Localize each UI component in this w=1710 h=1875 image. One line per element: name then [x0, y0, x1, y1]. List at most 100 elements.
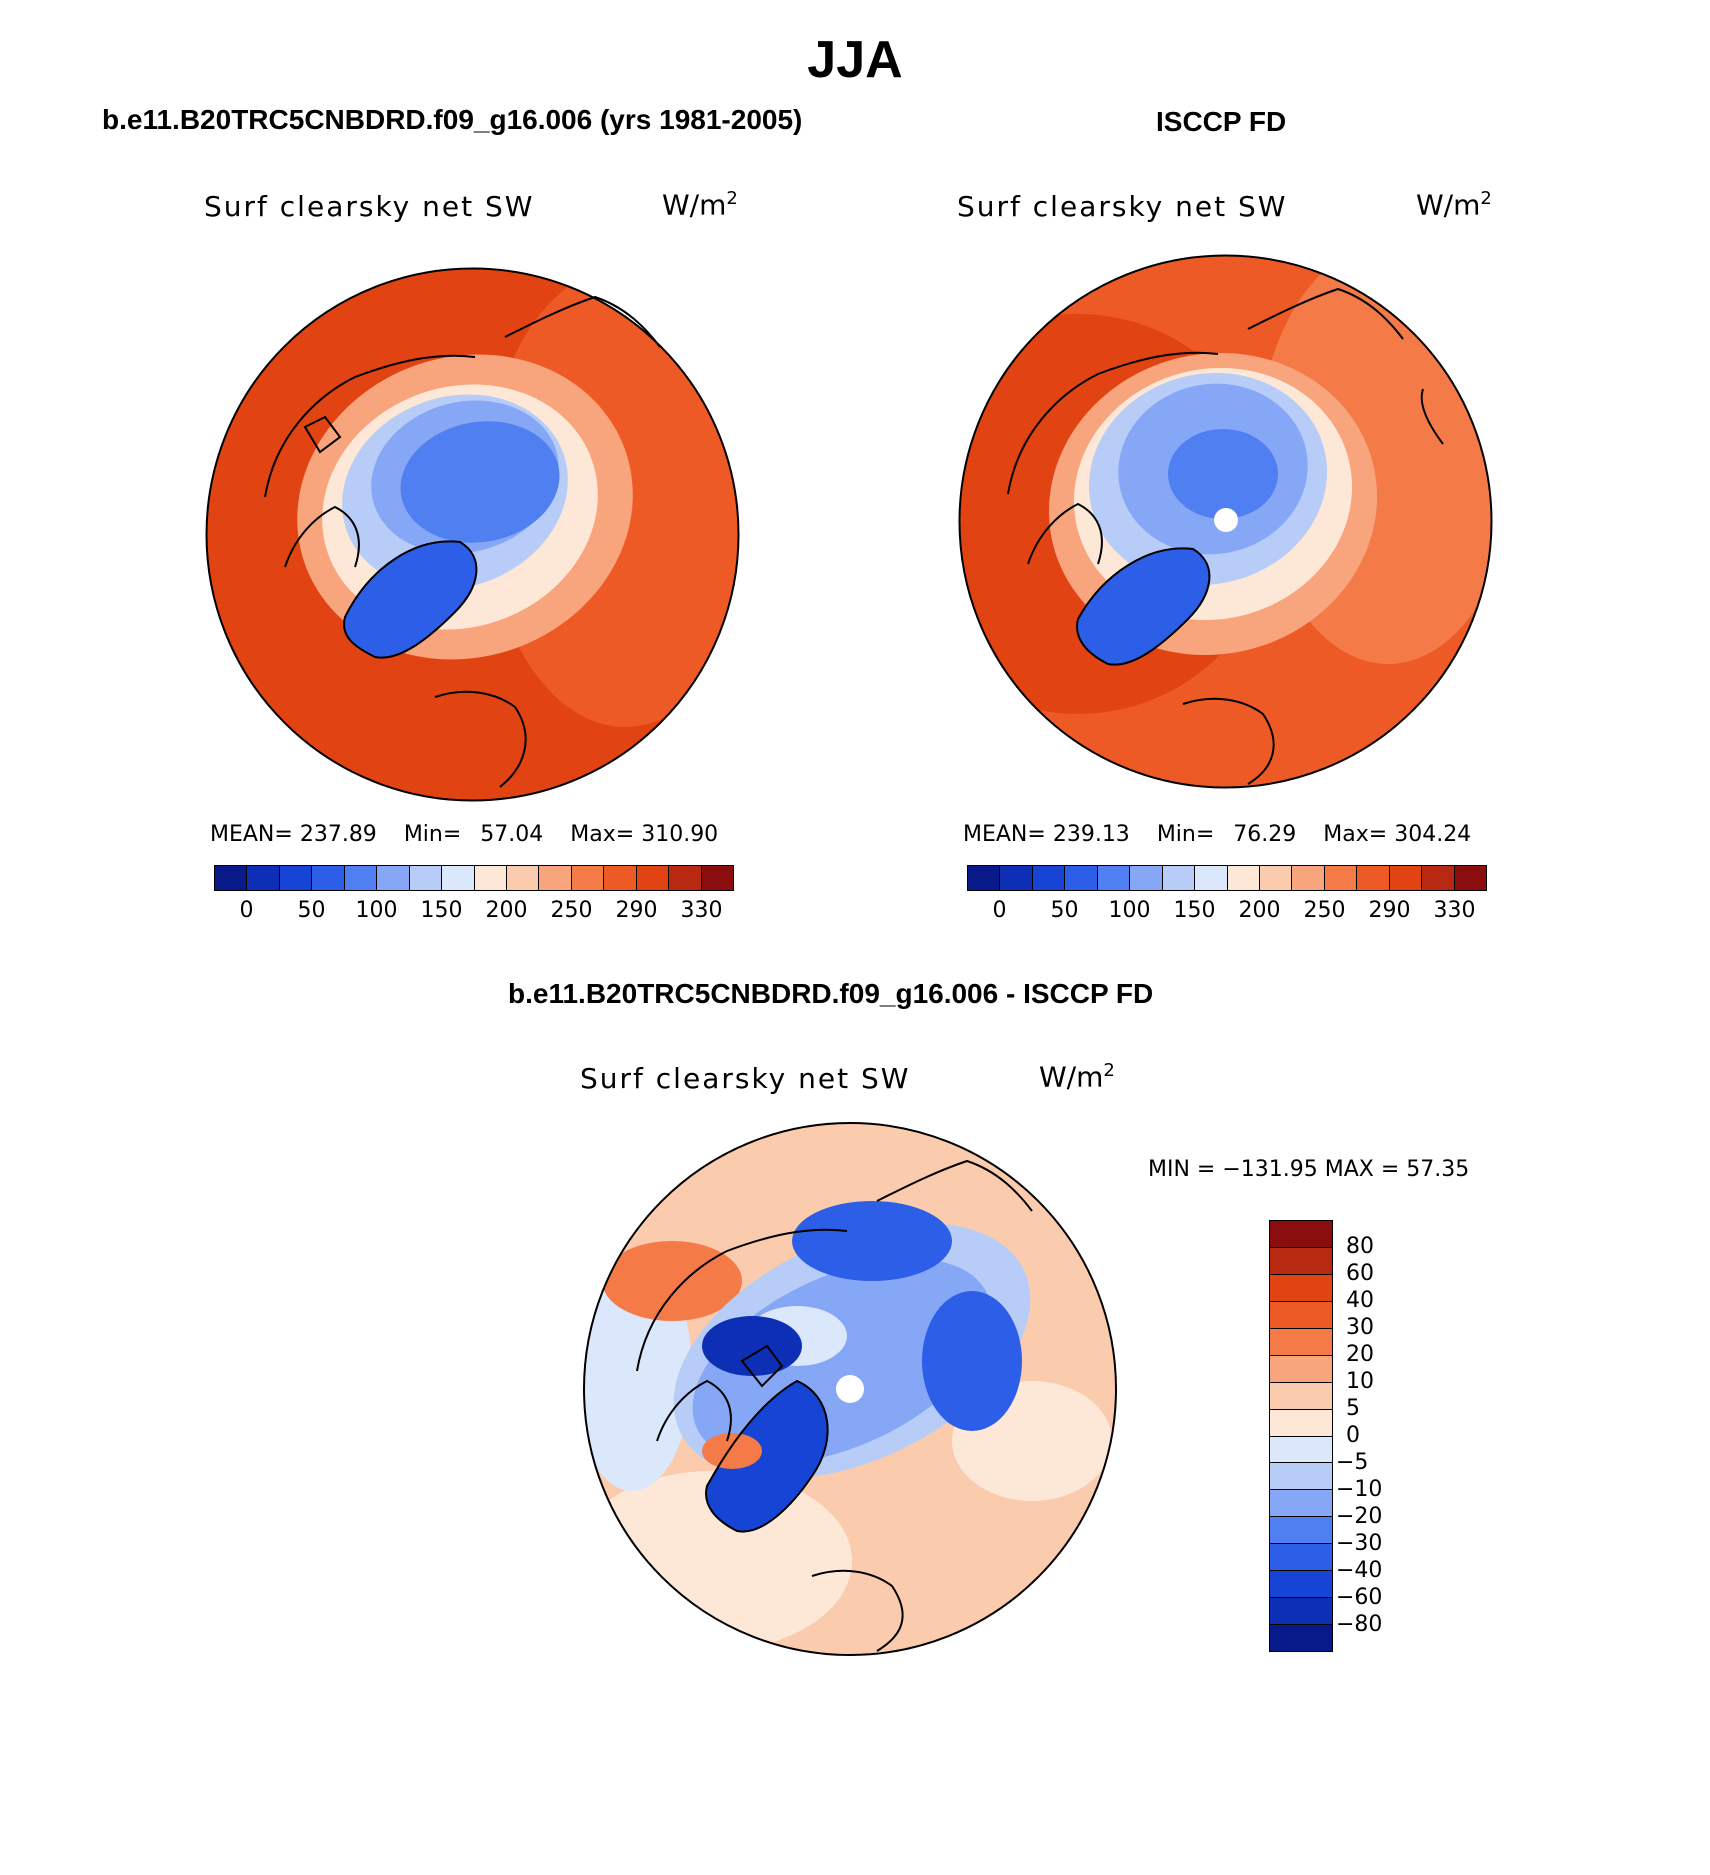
- model-colorbar-box: [409, 866, 443, 890]
- obs-colorbar-labels: 0 50 100 150 200 250 290 330: [967, 898, 1485, 926]
- model-panel-title: b.e11.B20TRC5CNBDRD.f09_g16.006 (yrs 198…: [102, 104, 803, 135]
- obs-min-label: Min=: [1156, 822, 1215, 847]
- model-colorbar-tick-label: 290: [615, 898, 658, 923]
- diff-variable-label: Surf clearsky net SW: [580, 1062, 911, 1095]
- model-colorbar-tick-label: 0: [239, 898, 254, 923]
- model-colorbar-box: [344, 866, 378, 890]
- obs-colorbar-box: [968, 866, 1001, 890]
- model-map-border: [205, 267, 740, 802]
- obs-colorbar-box: [1259, 866, 1293, 890]
- obs-max-value: 304.24: [1394, 822, 1472, 847]
- diff-field-greenland: [706, 1381, 828, 1532]
- model-colorbar-box: [539, 866, 572, 890]
- diff-colorbar-box: [1270, 1544, 1332, 1572]
- obs-polar-map: [958, 254, 1493, 789]
- obs-colorbar-box: [1162, 866, 1196, 890]
- diff-colorbar-tick-label: 30: [1346, 1315, 1374, 1340]
- diff-colorbar-box: [1270, 1274, 1332, 1302]
- obs-field-greenland: [1077, 548, 1210, 665]
- diff-colorbar-box: [1270, 1463, 1332, 1491]
- obs-colorbar-box: [1130, 866, 1163, 890]
- model-field-greenland: [344, 541, 477, 658]
- obs-missing-pole: [1214, 508, 1238, 532]
- model-min-label: Min=: [403, 822, 462, 847]
- diff-colorbar-tick-label: −80: [1336, 1612, 1383, 1637]
- model-colorbar-box: [669, 866, 702, 890]
- model-colorbar-box: [604, 866, 637, 890]
- model-colorbar-box: [312, 866, 345, 890]
- obs-colorbar: [967, 865, 1487, 891]
- obs-stats: MEAN= 239.13 Min= 76.29 Max= 304.24: [963, 822, 1471, 847]
- diff-colorbar-box: [1270, 1247, 1332, 1275]
- model-colorbar-box: [279, 866, 313, 890]
- diff-colorbar-box: [1270, 1436, 1332, 1464]
- model-colorbar-tick-label: 50: [297, 898, 326, 923]
- obs-mean-value: 239.13: [1052, 822, 1130, 847]
- obs-colorbar-box: [1032, 866, 1066, 890]
- obs-colorbar-tick-label: 200: [1238, 898, 1281, 923]
- diff-missing-pole: [836, 1375, 864, 1403]
- diff-colorbar-tick-label: 40: [1346, 1288, 1374, 1313]
- model-min-value: 57.04: [480, 822, 544, 847]
- model-colorbar-box: [701, 866, 733, 890]
- diff-unit-label: W/m2: [1039, 1060, 1115, 1094]
- diff-colorbar-box: [1270, 1598, 1332, 1626]
- obs-colorbar-box: [1324, 866, 1358, 890]
- model-field-arctic-ocean: [400, 421, 560, 543]
- obs-colorbar-box: [1065, 866, 1098, 890]
- obs-unit-label: W/m2: [1416, 188, 1492, 222]
- diff-coastlines: [636, 1159, 1033, 1652]
- obs-colorbar-box: [1357, 866, 1390, 890]
- diff-colorbar-tick-label: 60: [1346, 1261, 1374, 1286]
- obs-colorbar-box: [1000, 866, 1033, 890]
- model-stats: MEAN= 237.89 Min= 57.04 Max= 310.90: [210, 822, 718, 847]
- model-coastlines: [264, 295, 661, 788]
- obs-colorbar-box: [1389, 866, 1423, 890]
- diff-colorbar-tick-label: −5: [1336, 1450, 1369, 1475]
- obs-colorbar-box: [1292, 866, 1325, 890]
- diff-colorbar-box: [1270, 1328, 1332, 1356]
- diff-colorbar-tick-label: −40: [1336, 1558, 1383, 1583]
- model-colorbar: [214, 865, 734, 891]
- obs-colorbar-box: [1195, 866, 1228, 890]
- diff-colorbar-tick-label: 10: [1346, 1369, 1374, 1394]
- model-mean-value: 237.89: [299, 822, 377, 847]
- obs-colorbar-box: [1097, 866, 1131, 890]
- diff-colorbar-box: [1270, 1571, 1332, 1599]
- figure-title: JJA: [807, 31, 903, 89]
- diff-colorbar-box: [1270, 1382, 1332, 1410]
- diff-colorbar-box: [1270, 1490, 1332, 1518]
- diff-colorbar-tick-label: −30: [1336, 1531, 1383, 1556]
- diff-colorbar-box: [1270, 1517, 1332, 1545]
- model-polar-map: [205, 267, 740, 802]
- diff-colorbar-box: [1270, 1625, 1332, 1651]
- obs-colorbar-box: [1454, 866, 1486, 890]
- obs-colorbar-tick-label: 250: [1303, 898, 1346, 923]
- obs-colorbar-tick-label: 330: [1433, 898, 1476, 923]
- model-colorbar-box: [377, 866, 410, 890]
- diff-colorbar-box: [1270, 1409, 1332, 1437]
- diff-colorbar-tick-label: 0: [1346, 1423, 1360, 1448]
- model-colorbar-tick-label: 100: [355, 898, 398, 923]
- model-variable-label: Surf clearsky net SW: [204, 190, 535, 223]
- model-colorbar-box: [474, 866, 507, 890]
- obs-colorbar-box: [1227, 866, 1260, 890]
- diff-polar-map: [583, 1122, 1117, 1656]
- obs-map-border: [958, 254, 1493, 789]
- obs-variable-label: Surf clearsky net SW: [957, 190, 1288, 223]
- model-colorbar-box: [247, 866, 280, 890]
- model-colorbar-tick-label: 150: [420, 898, 463, 923]
- model-colorbar-tick-label: 330: [680, 898, 723, 923]
- diff-colorbar-box: [1270, 1301, 1332, 1329]
- model-max-label: Max=: [570, 822, 635, 847]
- diff-panel-title: b.e11.B20TRC5CNBDRD.f09_g16.006 - ISCCP …: [508, 978, 1154, 1009]
- obs-mean-label: MEAN=: [963, 822, 1046, 847]
- diff-map-border: [583, 1122, 1117, 1656]
- model-colorbar-box: [636, 866, 670, 890]
- diff-colorbar-tick-label: 80: [1346, 1234, 1374, 1259]
- model-max-value: 310.90: [641, 822, 719, 847]
- obs-colorbar-tick-label: 150: [1173, 898, 1216, 923]
- diff-colorbar-box: [1270, 1355, 1332, 1383]
- model-colorbar-tick-label: 250: [550, 898, 593, 923]
- model-unit-label: W/m2: [662, 188, 738, 222]
